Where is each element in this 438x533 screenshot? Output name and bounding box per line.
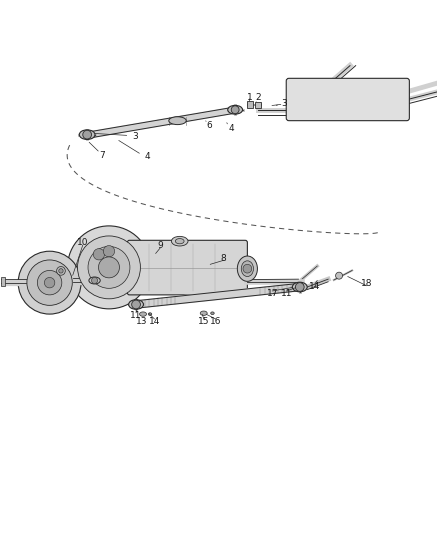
Polygon shape [85, 107, 235, 139]
Text: 13: 13 [135, 317, 147, 326]
Text: 15: 15 [198, 317, 209, 326]
Ellipse shape [241, 261, 254, 277]
Text: 14: 14 [148, 317, 160, 326]
Bar [255, 102, 261, 108]
Ellipse shape [211, 312, 214, 314]
Bar [1, 277, 5, 286]
Circle shape [336, 272, 343, 279]
Text: 3: 3 [132, 132, 138, 141]
Circle shape [132, 300, 141, 309]
Circle shape [57, 266, 65, 275]
Circle shape [243, 264, 252, 273]
Ellipse shape [292, 282, 307, 292]
Circle shape [93, 248, 105, 260]
Circle shape [92, 277, 98, 284]
Circle shape [59, 269, 63, 273]
Ellipse shape [169, 117, 186, 125]
Text: 2: 2 [255, 93, 261, 102]
Text: 11: 11 [281, 289, 293, 298]
FancyBboxPatch shape [127, 240, 247, 295]
Text: 17: 17 [266, 289, 278, 298]
Ellipse shape [129, 300, 144, 309]
Text: 9: 9 [157, 241, 163, 250]
Circle shape [27, 260, 72, 305]
Text: 16: 16 [210, 317, 221, 326]
Circle shape [67, 226, 150, 309]
FancyBboxPatch shape [25, 264, 76, 300]
Text: 3: 3 [282, 99, 287, 108]
Polygon shape [136, 284, 300, 308]
Circle shape [18, 251, 81, 314]
Ellipse shape [200, 311, 207, 316]
Bar [247, 101, 253, 108]
Text: 11: 11 [130, 311, 142, 320]
Ellipse shape [79, 130, 95, 140]
Text: 10: 10 [77, 238, 88, 247]
Ellipse shape [175, 239, 184, 244]
Circle shape [88, 246, 130, 288]
Circle shape [295, 282, 304, 292]
Text: 4: 4 [228, 124, 234, 133]
Ellipse shape [148, 313, 152, 316]
Text: 18: 18 [361, 279, 372, 288]
Text: 4: 4 [144, 151, 150, 160]
Ellipse shape [171, 236, 188, 246]
Text: 1: 1 [247, 93, 252, 102]
Circle shape [83, 130, 92, 139]
Text: 7: 7 [99, 151, 105, 160]
Circle shape [37, 270, 62, 295]
FancyBboxPatch shape [286, 78, 410, 120]
Circle shape [44, 277, 55, 288]
Circle shape [99, 257, 120, 278]
Text: 8: 8 [220, 254, 226, 263]
Ellipse shape [237, 256, 258, 281]
Ellipse shape [140, 312, 147, 316]
Text: 14: 14 [309, 281, 321, 290]
Ellipse shape [89, 277, 100, 284]
Circle shape [360, 94, 371, 105]
Ellipse shape [228, 106, 243, 114]
Circle shape [78, 236, 141, 299]
Circle shape [103, 246, 115, 257]
Circle shape [356, 90, 375, 109]
Text: 6: 6 [207, 121, 212, 130]
Circle shape [231, 106, 239, 114]
